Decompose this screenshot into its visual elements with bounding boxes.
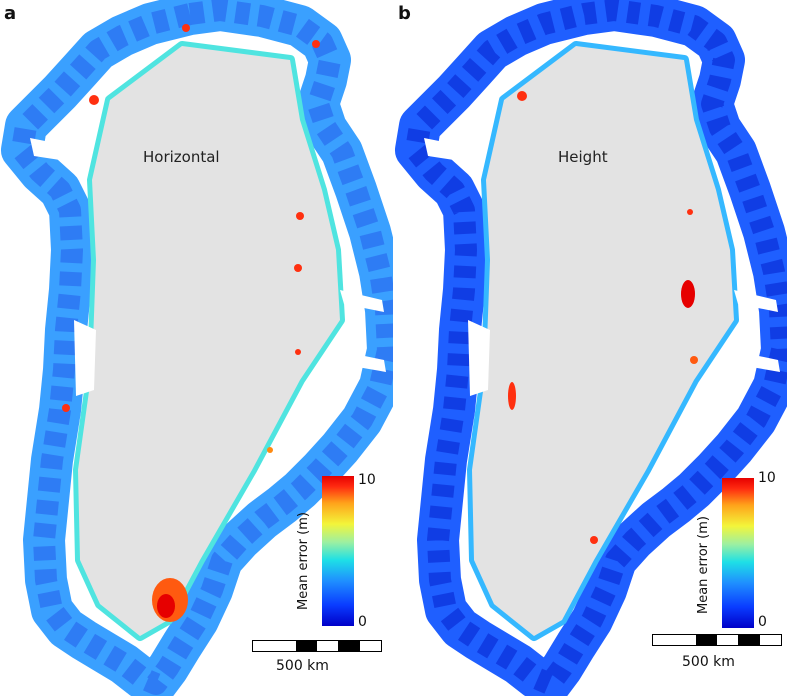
error-hotspot xyxy=(182,24,190,32)
scale-bar-label: 500 km xyxy=(682,654,735,670)
fjord xyxy=(74,320,96,396)
scale-bar xyxy=(252,640,382,652)
error-hotspot xyxy=(312,40,320,48)
colorbar-title: Mean error (m) xyxy=(296,512,311,610)
error-hotspot xyxy=(157,594,175,618)
fjord xyxy=(340,290,384,312)
fjord xyxy=(336,350,386,372)
colorbar-max-label: 10 xyxy=(358,472,376,488)
error-hotspot xyxy=(89,95,99,105)
error-hotspot xyxy=(267,447,273,453)
ice-sheet xyxy=(78,46,340,636)
colorbar-min-label: 0 xyxy=(358,614,367,630)
scale-bar-label: 500 km xyxy=(276,658,329,674)
error-hotspot xyxy=(590,536,598,544)
error-hotspot xyxy=(681,280,695,308)
error-hotspot xyxy=(295,349,301,355)
colorbar-max-label: 10 xyxy=(758,470,776,486)
greenland-map xyxy=(394,0,787,696)
panel-height: b Height 10 0 Mean error (m) 500 km xyxy=(394,0,787,696)
error-hotspot xyxy=(294,264,302,272)
scale-bar xyxy=(652,634,782,646)
panel-letter: a xyxy=(4,3,17,24)
fjord xyxy=(468,320,490,396)
fjord xyxy=(30,138,60,160)
map-label: Horizontal xyxy=(143,148,220,166)
map-label: Height xyxy=(558,148,608,166)
panel-horizontal: a Horizontal 10 0 Mean error (m) 500 xyxy=(0,0,393,696)
error-hotspot xyxy=(62,404,70,412)
fjord xyxy=(424,138,454,160)
panel-letter: b xyxy=(398,3,411,24)
error-hotspot xyxy=(690,356,698,364)
colorbar-min-label: 0 xyxy=(758,614,767,630)
fjord xyxy=(730,350,780,372)
error-hotspot xyxy=(517,91,527,101)
colorbar xyxy=(722,478,754,628)
error-hotspot xyxy=(508,382,516,410)
greenland-map xyxy=(0,0,393,696)
colorbar xyxy=(322,476,354,626)
ice-sheet xyxy=(472,46,734,636)
fjord xyxy=(734,290,778,312)
error-hotspot xyxy=(296,212,304,220)
error-hotspot xyxy=(687,209,693,215)
colorbar-title: Mean error (m) xyxy=(696,516,711,614)
